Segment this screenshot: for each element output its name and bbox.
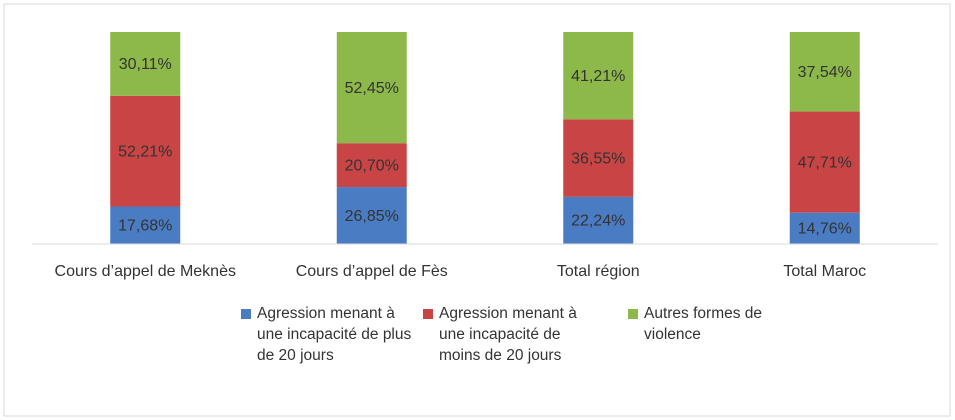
bar-segment xyxy=(563,119,634,197)
bar-segment xyxy=(563,196,634,244)
legend-label: Agression menant à une incapacité de moi… xyxy=(439,305,577,364)
data-label: 37,54% xyxy=(798,64,852,81)
bar-segment xyxy=(336,143,407,188)
data-label: 47,71% xyxy=(798,154,852,171)
bar-segment xyxy=(110,95,181,207)
legend-item: Autres formes de violence xyxy=(628,303,804,345)
x-tick-label: Cours d’appel de Meknès xyxy=(55,263,236,280)
data-label: 30,11% xyxy=(119,56,172,73)
data-label: 17,68% xyxy=(118,217,172,234)
x-tick-label: Total Maroc xyxy=(783,263,866,280)
data-label: 22,24% xyxy=(571,213,625,230)
legend-swatch xyxy=(241,309,251,319)
bar-segment xyxy=(336,32,407,144)
data-label: 52,21% xyxy=(118,143,172,160)
bar-segment xyxy=(789,212,860,244)
legend-item: Agression menant à une incapacité de moi… xyxy=(423,303,599,366)
data-label: 20,70% xyxy=(345,157,399,174)
bar-segment xyxy=(789,111,860,213)
data-label: 14,76% xyxy=(798,221,852,238)
legend-item: Agression menant à une incapacité de plu… xyxy=(241,303,417,366)
data-label: 41,21% xyxy=(571,68,625,85)
frame xyxy=(3,3,951,417)
legend-label: Autres formes de violence xyxy=(644,305,763,343)
bar-segment xyxy=(110,32,181,96)
legend-label: Agression menant à une incapacité de plu… xyxy=(257,305,412,364)
bar-segment xyxy=(563,32,634,120)
bar-segment xyxy=(336,187,407,244)
x-tick-label: Total région xyxy=(557,263,640,280)
legend-swatch xyxy=(423,309,433,319)
data-label: 26,85% xyxy=(345,208,399,225)
bar-segment xyxy=(789,31,860,112)
legend-swatch xyxy=(628,309,638,319)
x-tick-label: Cours d’appel de Fès xyxy=(296,263,448,280)
data-label: 36,55% xyxy=(571,150,625,167)
data-label: 52,45% xyxy=(345,80,399,97)
bar-segment xyxy=(110,206,181,244)
